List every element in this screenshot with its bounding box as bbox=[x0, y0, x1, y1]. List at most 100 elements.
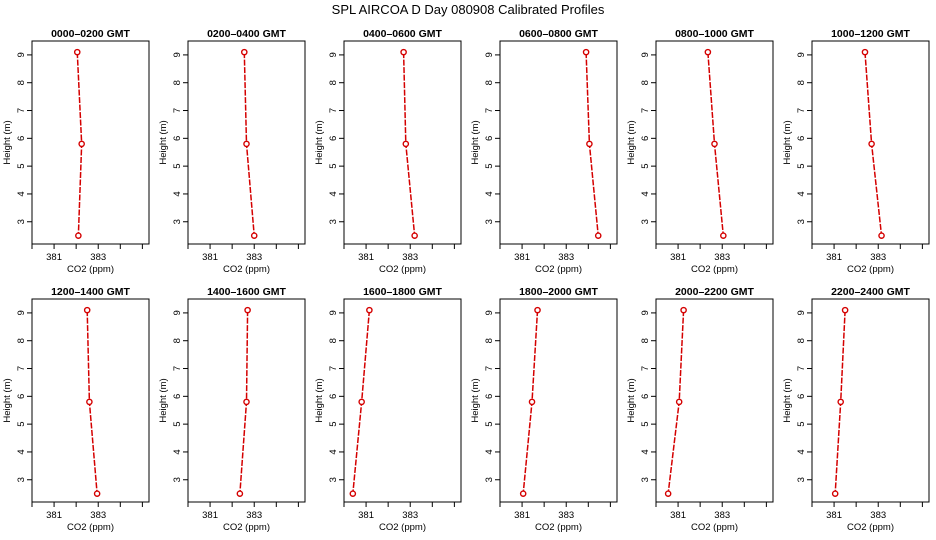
chart-panel: 0600–0800 GMT 381 383 3 4 5 6 7 8 9 CO2 (ppm) Heigh… bbox=[470, 28, 618, 275]
x-tick-label: 381 bbox=[358, 510, 374, 521]
chart-panel: 1200–1400 GMT 381 383 3 4 5 6 7 8 9 CO2 (ppm) Heigh… bbox=[2, 286, 150, 533]
y-tick-label: 5 bbox=[172, 163, 183, 168]
y-axis-label: Height (m) bbox=[2, 378, 13, 422]
plot-frame bbox=[499, 298, 618, 503]
chart-panel: 0400–0600 GMT 381 383 3 4 5 6 7 8 9 CO2 (ppm) Heigh… bbox=[314, 28, 462, 275]
data-point bbox=[831, 490, 839, 497]
x-tick-label: 381 bbox=[46, 510, 62, 521]
x-tick-label: 383 bbox=[714, 252, 730, 263]
panel-title: 0000–0200 GMT bbox=[51, 28, 130, 40]
x-axis-label: CO2 (ppm) bbox=[535, 522, 582, 533]
y-tick-label: 7 bbox=[172, 108, 183, 113]
y-tick-label: 9 bbox=[484, 310, 495, 315]
y-tick-label: 3 bbox=[796, 477, 807, 482]
y-tick-label: 7 bbox=[640, 108, 651, 113]
y-axis-label: Height (m) bbox=[626, 378, 637, 422]
panel-title: 0600–0800 GMT bbox=[519, 28, 598, 40]
y-tick-label: 4 bbox=[640, 449, 651, 454]
y-tick-label: 8 bbox=[172, 338, 183, 343]
figure-title: SPL AIRCOA D Day 080908 Calibrated Profi… bbox=[332, 2, 605, 17]
plot-frame bbox=[31, 298, 150, 503]
y-tick-label: 3 bbox=[484, 477, 495, 482]
x-tick-label: 383 bbox=[870, 510, 886, 521]
plot-frame bbox=[343, 40, 462, 245]
y-tick-label: 3 bbox=[172, 477, 183, 482]
y-tick-label: 9 bbox=[16, 310, 27, 315]
y-tick-label: 3 bbox=[640, 477, 651, 482]
x-tick-label: 381 bbox=[358, 252, 374, 263]
panel-title: 1200–1400 GMT bbox=[51, 286, 130, 298]
panel-title: 1000–1200 GMT bbox=[831, 28, 910, 40]
y-tick-label: 7 bbox=[328, 366, 339, 371]
y-tick-label: 3 bbox=[484, 219, 495, 224]
chart-panel: 1600–1800 GMT 381 383 3 4 5 6 7 8 9 CO2 (ppm) Heigh… bbox=[314, 286, 462, 533]
x-axis-label: CO2 (ppm) bbox=[67, 264, 114, 275]
y-tick-label: 7 bbox=[328, 108, 339, 113]
y-tick-label: 8 bbox=[16, 80, 27, 85]
plot-frame bbox=[655, 40, 774, 245]
x-tick-label: 381 bbox=[670, 510, 686, 521]
data-point bbox=[240, 48, 248, 56]
y-tick-label: 5 bbox=[640, 421, 651, 426]
data-point bbox=[75, 232, 82, 239]
data-point bbox=[244, 306, 251, 314]
data-point bbox=[400, 48, 407, 56]
panel-title: 0200–0400 GMT bbox=[207, 28, 286, 40]
plot-frame bbox=[187, 40, 306, 245]
chart-panel: 0000–0200 GMT 381 383 3 4 5 6 7 8 9 CO2 (ppm) Heigh… bbox=[2, 28, 150, 275]
data-point bbox=[250, 232, 258, 239]
y-tick-label: 4 bbox=[172, 449, 183, 454]
data-point bbox=[878, 232, 885, 239]
y-tick-label: 8 bbox=[640, 338, 651, 343]
x-tick-label: 383 bbox=[90, 510, 106, 521]
x-tick-label: 381 bbox=[670, 252, 686, 263]
y-tick-label: 5 bbox=[328, 163, 339, 168]
plot-frame bbox=[499, 40, 618, 245]
panel-title: 0400–0600 GMT bbox=[363, 28, 442, 40]
y-tick-label: 5 bbox=[484, 163, 495, 168]
x-axis-label: CO2 (ppm) bbox=[691, 264, 738, 275]
y-tick-label: 6 bbox=[796, 136, 807, 141]
x-tick-label: 383 bbox=[558, 510, 574, 521]
y-tick-label: 5 bbox=[16, 163, 27, 168]
chart-panel: 1800–2000 GMT 381 383 3 4 5 6 7 8 9 CO2 (ppm) Heigh… bbox=[470, 286, 618, 533]
data-point bbox=[366, 306, 373, 314]
plot-frame bbox=[811, 298, 930, 503]
x-tick-label: 383 bbox=[714, 510, 730, 521]
x-tick-label: 381 bbox=[514, 252, 530, 263]
y-tick-label: 5 bbox=[172, 421, 183, 426]
y-tick-label: 8 bbox=[484, 80, 495, 85]
x-tick-label: 383 bbox=[870, 252, 886, 263]
y-tick-label: 4 bbox=[172, 191, 183, 196]
x-tick-label: 383 bbox=[246, 252, 262, 263]
y-tick-label: 4 bbox=[640, 191, 651, 196]
plot-frame bbox=[655, 298, 774, 503]
x-tick-label: 381 bbox=[202, 252, 218, 263]
y-tick-label: 9 bbox=[796, 52, 807, 57]
plot-frame bbox=[31, 40, 150, 245]
y-tick-label: 6 bbox=[328, 136, 339, 141]
y-tick-label: 7 bbox=[16, 108, 27, 113]
data-point bbox=[594, 232, 602, 239]
y-tick-label: 5 bbox=[640, 163, 651, 168]
data-point bbox=[664, 490, 672, 497]
y-tick-label: 6 bbox=[172, 136, 183, 141]
y-axis-label: Height (m) bbox=[2, 120, 13, 164]
y-tick-label: 6 bbox=[172, 394, 183, 399]
data-point bbox=[78, 140, 85, 148]
y-tick-label: 4 bbox=[16, 449, 27, 454]
panel-title: 1400–1600 GMT bbox=[207, 286, 286, 298]
y-tick-label: 9 bbox=[328, 52, 339, 57]
data-point bbox=[837, 398, 844, 406]
y-axis-label: Height (m) bbox=[470, 120, 481, 164]
x-axis-label: CO2 (ppm) bbox=[223, 522, 270, 533]
y-tick-label: 6 bbox=[484, 136, 495, 141]
y-tick-label: 5 bbox=[796, 421, 807, 426]
y-tick-label: 5 bbox=[16, 421, 27, 426]
y-tick-label: 6 bbox=[16, 394, 27, 399]
y-tick-label: 6 bbox=[16, 136, 27, 141]
y-tick-label: 7 bbox=[796, 366, 807, 371]
chart-panel: 2000–2200 GMT 381 383 3 4 5 6 7 8 9 CO2 (ppm) Heigh… bbox=[626, 286, 774, 533]
x-axis-label: CO2 (ppm) bbox=[691, 522, 738, 533]
